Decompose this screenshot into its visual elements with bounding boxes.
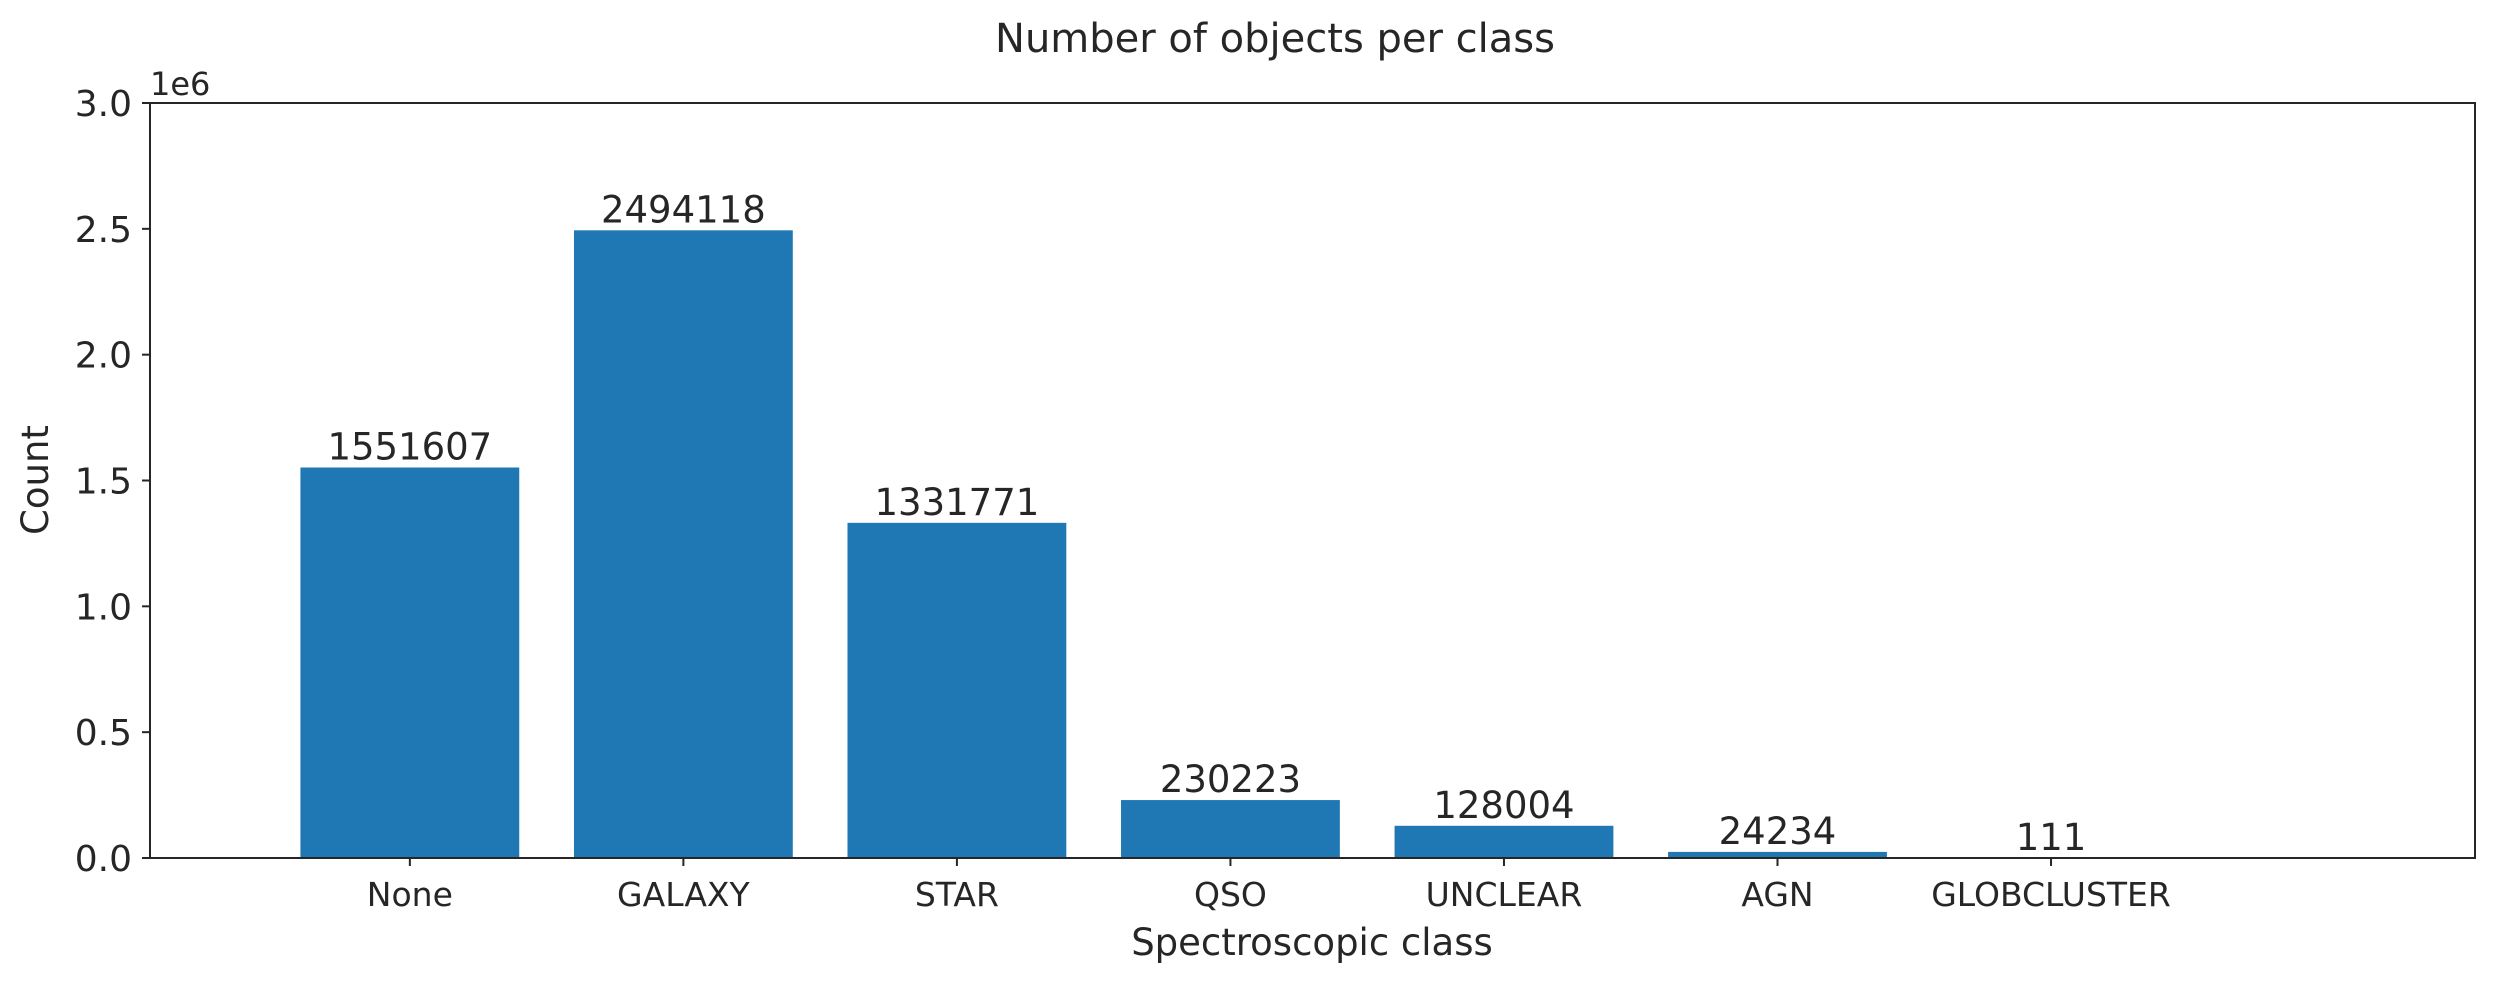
y-axis: 0.0 0.5 1.0 1.5 2.0 2.5 3.0 bbox=[75, 84, 150, 880]
y-axis-offset-label: 1e6 bbox=[150, 65, 210, 103]
y-tick-label: 1.0 bbox=[75, 587, 132, 628]
x-tick-label-galaxy: GALAXY bbox=[617, 875, 750, 914]
y-tick-label: 3.0 bbox=[75, 84, 132, 125]
y-tick-label: 2.0 bbox=[75, 336, 132, 377]
y-tick-label: 0.5 bbox=[75, 713, 132, 754]
bar-galaxy bbox=[573, 230, 793, 858]
bars-group bbox=[300, 230, 2161, 858]
x-axis-label: Spectroscopic class bbox=[1131, 921, 1493, 964]
y-tick-label: 1.5 bbox=[75, 462, 132, 503]
data-label-none: 1551607 bbox=[327, 426, 492, 469]
bar-qso bbox=[1121, 800, 1340, 858]
data-label-agn: 24234 bbox=[1719, 810, 1837, 853]
chart-title: Number of objects per class bbox=[995, 16, 1555, 62]
x-tick-label-agn: AGN bbox=[1741, 875, 1813, 914]
data-label-star: 1331771 bbox=[875, 481, 1040, 524]
data-label-unclear: 128004 bbox=[1433, 784, 1574, 827]
data-label-globcluster: 111 bbox=[2016, 816, 2087, 859]
x-tick-label-star: STAR bbox=[915, 875, 999, 914]
plot-frame bbox=[149, 102, 2476, 859]
y-tick-label: 0.0 bbox=[75, 839, 132, 880]
y-axis-label: Count bbox=[14, 425, 57, 535]
data-label-galaxy: 2494118 bbox=[601, 188, 766, 231]
bar-star bbox=[847, 522, 1067, 858]
bar-agn bbox=[1668, 851, 1887, 858]
bar-none bbox=[300, 467, 520, 858]
data-labels-group: 1551607 2494118 1331771 230223 128004 24234 11… bbox=[327, 188, 2086, 859]
x-tick-label-none: None bbox=[367, 875, 453, 914]
x-axis: None GALAXY STAR QSO UNCLEAR AGN GLOBCLUSTER bbox=[367, 858, 2171, 914]
data-label-qso: 230223 bbox=[1160, 758, 1301, 801]
x-tick-label-unclear: UNCLEAR bbox=[1426, 875, 1583, 914]
x-tick-label-qso: QSO bbox=[1194, 875, 1267, 914]
y-tick-label: 2.5 bbox=[75, 210, 132, 251]
x-tick-label-globcluster: GLOBCLUSTER bbox=[1931, 875, 2171, 914]
bar-unclear bbox=[1394, 825, 1614, 858]
